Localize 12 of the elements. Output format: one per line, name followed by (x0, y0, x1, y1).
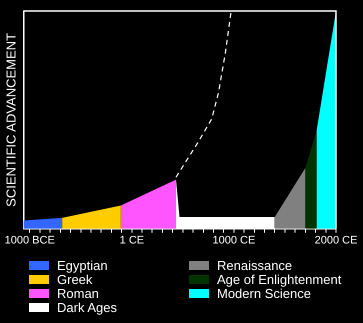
y-axis-title: SCIENTIFIC ADVANCEMENT (3, 32, 18, 207)
legend-label: Greek (57, 272, 92, 286)
legend-label: Age of Enlightenment (217, 272, 342, 286)
legend-label: Egyptian (57, 258, 108, 272)
legend-label: Dark Ages (57, 300, 117, 314)
x-tick-label: 2000 CE (314, 234, 358, 246)
legend-label: Roman (57, 286, 99, 300)
legend-label: Modern Science (217, 286, 311, 300)
x-tick-label: 1000 BCE (4, 234, 55, 246)
x-tick-label: 1 CE (120, 234, 144, 246)
legend-label: Renaissance (217, 258, 292, 272)
x-tick-label: 1000 CE (212, 234, 256, 246)
